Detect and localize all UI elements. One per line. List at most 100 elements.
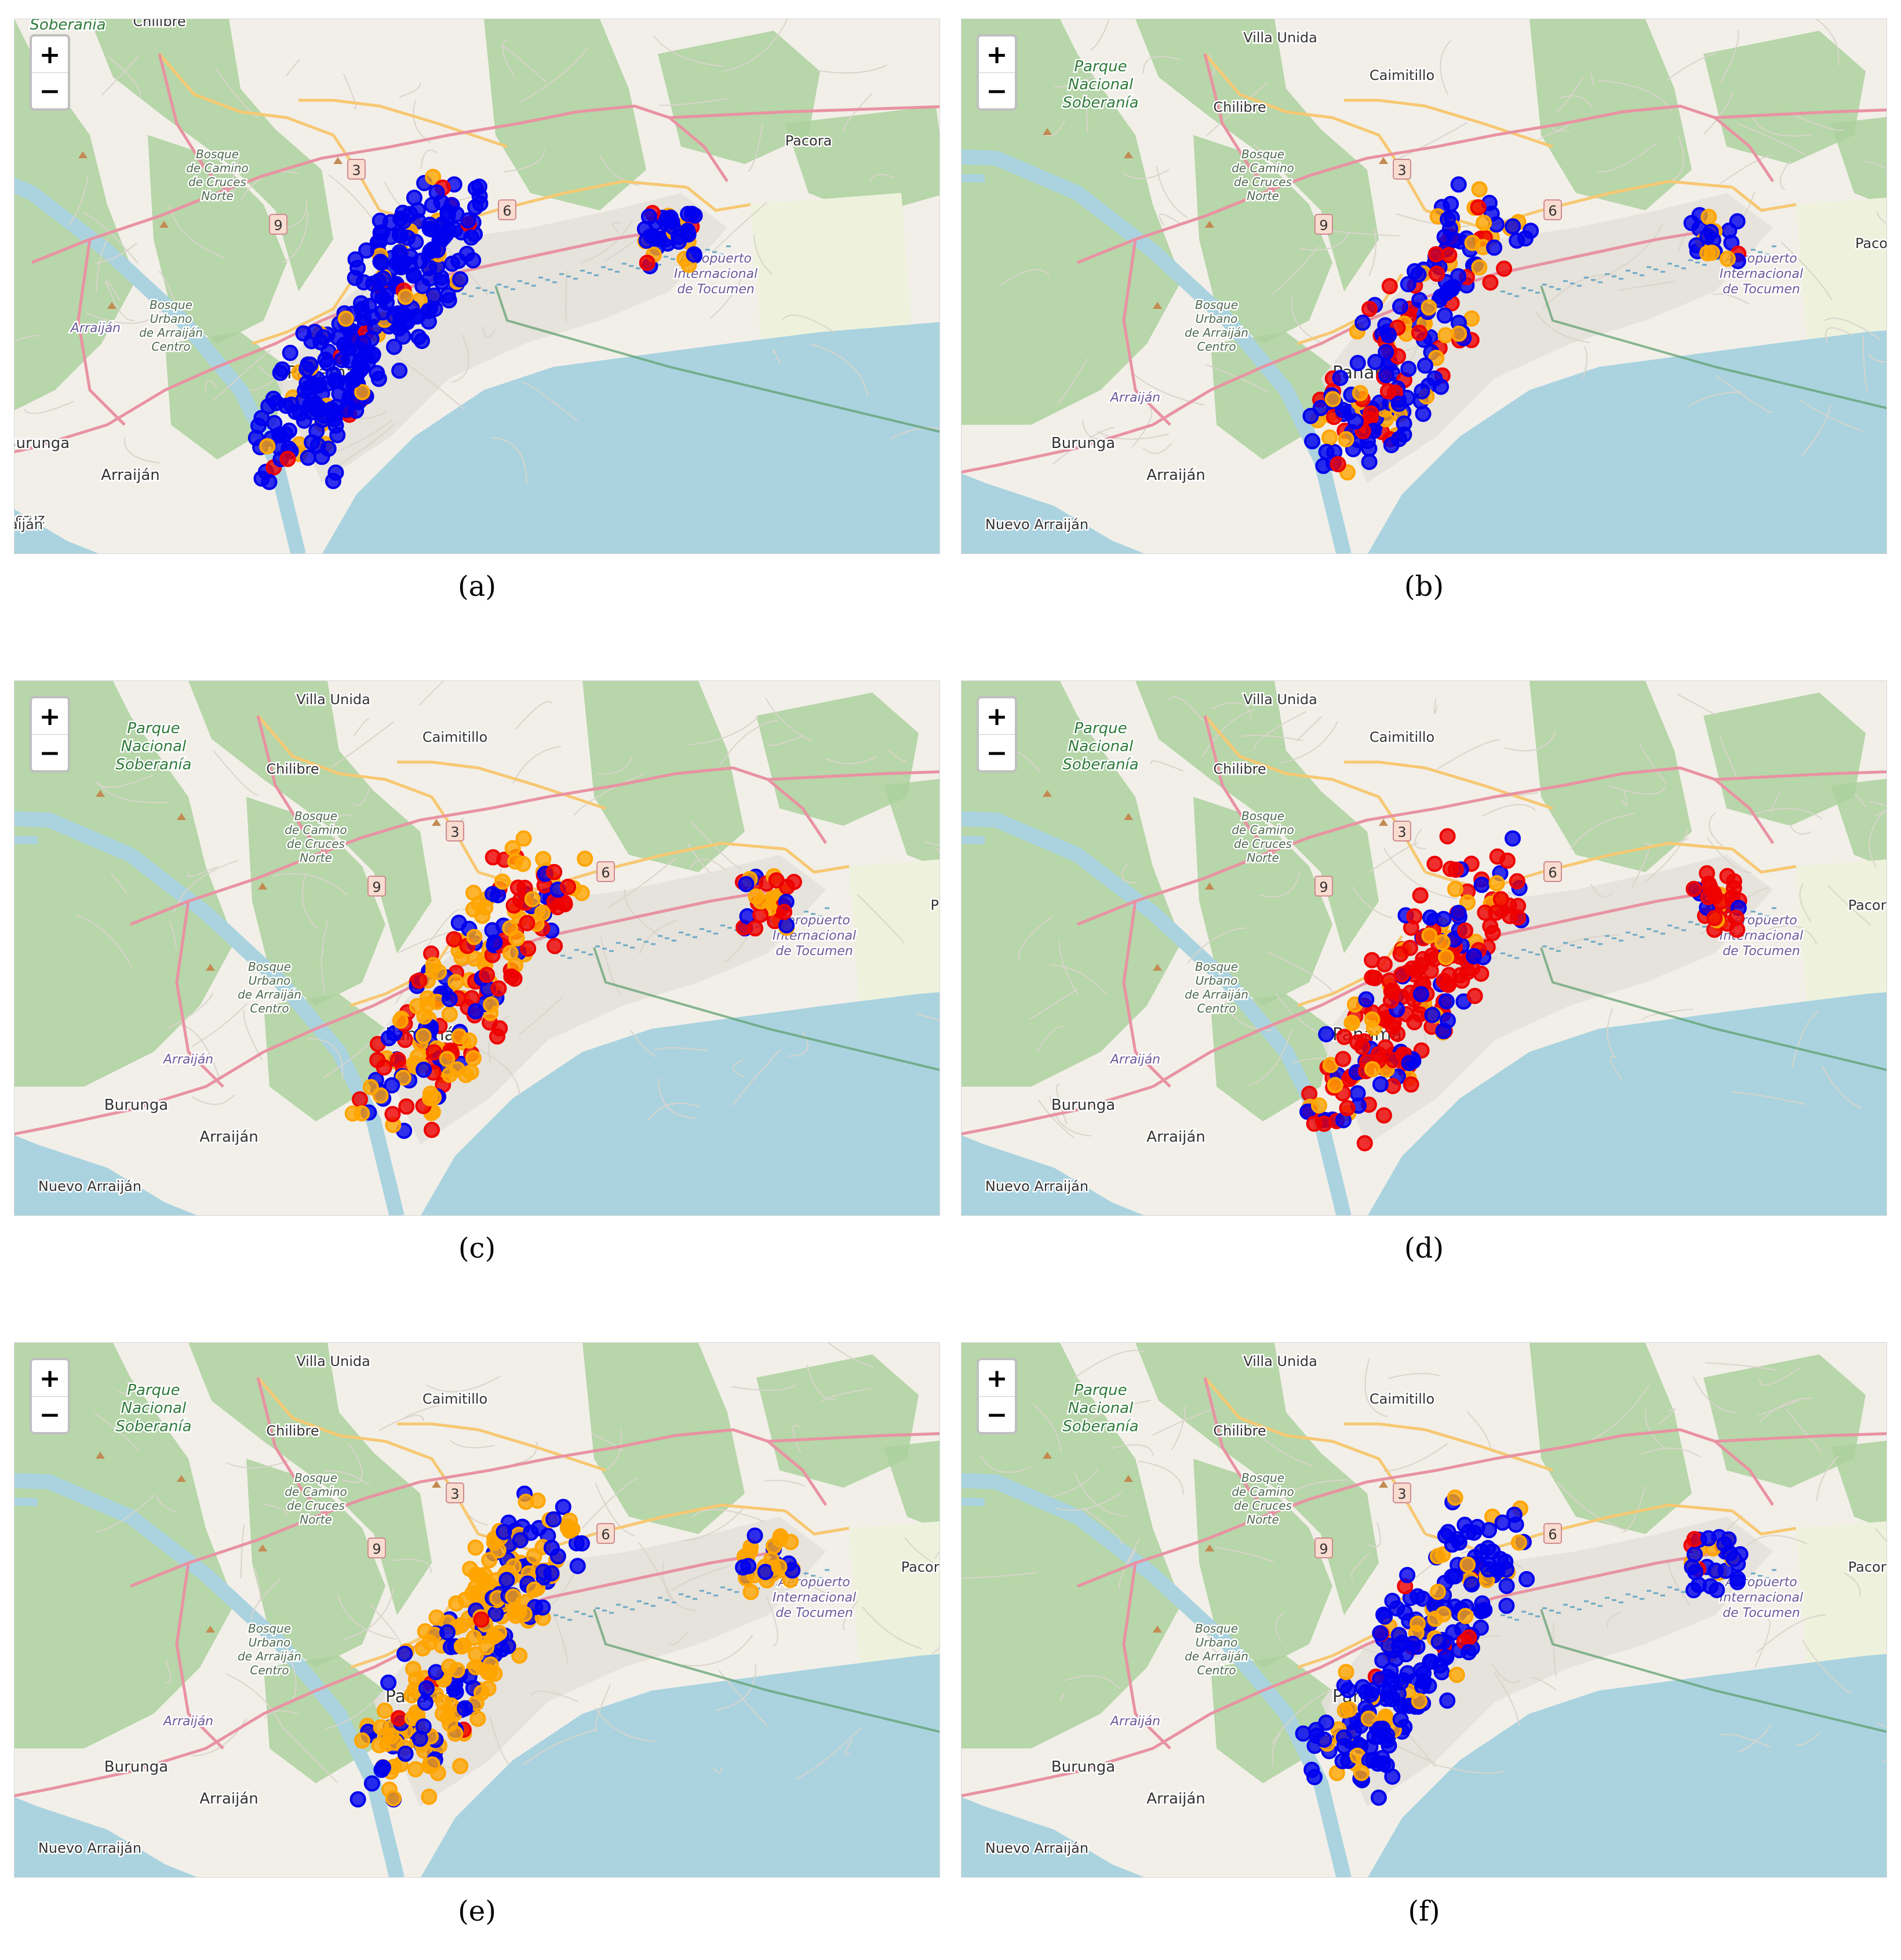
marker-blue[interactable] bbox=[1440, 1524, 1456, 1540]
marker-blue[interactable] bbox=[1390, 1637, 1407, 1654]
marker-blue[interactable] bbox=[428, 1664, 445, 1681]
marker-red[interactable] bbox=[1316, 1116, 1332, 1132]
marker-blue[interactable] bbox=[1374, 1720, 1391, 1737]
marker-red[interactable] bbox=[425, 1044, 442, 1061]
marker-orange[interactable] bbox=[1364, 1061, 1381, 1077]
marker-blue[interactable] bbox=[680, 226, 697, 243]
marker-red[interactable] bbox=[1385, 1018, 1401, 1035]
marker-orange[interactable] bbox=[1719, 250, 1736, 267]
marker-orange[interactable] bbox=[1353, 1765, 1370, 1782]
marker-orange[interactable] bbox=[771, 1558, 788, 1575]
marker-red[interactable] bbox=[1427, 246, 1444, 263]
marker-blue[interactable] bbox=[402, 206, 418, 223]
marker-red[interactable] bbox=[1706, 910, 1723, 926]
marker-orange[interactable] bbox=[424, 1756, 440, 1773]
marker-blue[interactable] bbox=[1505, 830, 1521, 847]
zoom-out-button[interactable]: − bbox=[39, 1400, 61, 1430]
marker-blue[interactable] bbox=[380, 1674, 397, 1691]
marker-red[interactable] bbox=[1492, 891, 1509, 908]
marker-blue[interactable] bbox=[1430, 1634, 1447, 1650]
marker-blue[interactable] bbox=[1354, 314, 1371, 331]
marker-red[interactable] bbox=[1411, 325, 1427, 341]
marker-blue[interactable] bbox=[1336, 1677, 1353, 1694]
marker-blue[interactable] bbox=[1335, 1729, 1352, 1746]
zoom-out-button[interactable]: − bbox=[39, 76, 61, 106]
marker-orange[interactable] bbox=[469, 1710, 486, 1727]
marker-blue[interactable] bbox=[1466, 948, 1483, 964]
marker-red[interactable] bbox=[1426, 855, 1443, 872]
marker-blue[interactable] bbox=[1473, 1603, 1490, 1620]
zoom-in-button[interactable]: + bbox=[979, 37, 1015, 73]
marker-red[interactable] bbox=[1403, 1076, 1419, 1093]
marker-orange[interactable] bbox=[562, 1513, 578, 1529]
marker-blue[interactable] bbox=[1295, 1725, 1312, 1742]
marker-blue[interactable] bbox=[274, 361, 290, 378]
marker-blue[interactable] bbox=[1415, 406, 1432, 422]
marker-orange[interactable] bbox=[490, 1542, 507, 1559]
marker-blue[interactable] bbox=[1721, 1545, 1738, 1561]
marker-blue[interactable] bbox=[738, 876, 755, 892]
marker-red[interactable] bbox=[384, 1106, 401, 1123]
marker-blue[interactable] bbox=[1335, 402, 1352, 418]
marker-orange[interactable] bbox=[441, 1658, 458, 1675]
marker-orange[interactable] bbox=[385, 1790, 402, 1806]
marker-orange[interactable] bbox=[465, 884, 482, 901]
marker-blue[interactable] bbox=[1374, 1750, 1390, 1766]
marker-red[interactable] bbox=[1367, 970, 1383, 986]
marker-blue[interactable] bbox=[1392, 1711, 1409, 1728]
marker-blue[interactable] bbox=[1688, 237, 1705, 254]
marker-blue[interactable] bbox=[1424, 1007, 1441, 1023]
marker-blue[interactable] bbox=[1306, 1769, 1323, 1786]
marker-red[interactable] bbox=[1406, 908, 1423, 925]
marker-orange[interactable] bbox=[515, 830, 532, 847]
marker-orange[interactable] bbox=[397, 289, 414, 305]
marker-red[interactable] bbox=[1361, 301, 1378, 318]
marker-orange[interactable] bbox=[425, 169, 442, 185]
marker-red[interactable] bbox=[1705, 884, 1722, 901]
marker-blue[interactable] bbox=[416, 1061, 432, 1078]
marker-red[interactable] bbox=[1482, 274, 1499, 291]
marker-orange[interactable] bbox=[494, 873, 511, 890]
marker-orange[interactable] bbox=[419, 996, 436, 1013]
marker-blue[interactable] bbox=[543, 1539, 560, 1556]
marker-orange[interactable] bbox=[1459, 894, 1476, 911]
marker-orange[interactable] bbox=[1338, 431, 1354, 447]
marker-blue[interactable] bbox=[1367, 354, 1384, 370]
marker-blue[interactable] bbox=[1382, 1662, 1399, 1679]
marker-red[interactable] bbox=[1404, 960, 1421, 977]
marker-red[interactable] bbox=[1336, 1029, 1353, 1045]
marker-orange[interactable] bbox=[483, 996, 500, 1013]
marker-blue[interactable] bbox=[349, 1791, 366, 1808]
marker-blue[interactable] bbox=[411, 1731, 428, 1747]
marker-red[interactable] bbox=[546, 864, 563, 880]
marker-blue[interactable] bbox=[1461, 1644, 1477, 1660]
marker-red[interactable] bbox=[411, 972, 428, 989]
marker-blue[interactable] bbox=[636, 221, 653, 238]
marker-orange[interactable] bbox=[471, 1568, 488, 1584]
marker-blue[interactable] bbox=[1729, 213, 1746, 229]
marker-orange[interactable] bbox=[1488, 875, 1505, 891]
marker-orange[interactable] bbox=[535, 851, 552, 868]
marker-blue[interactable] bbox=[472, 195, 489, 212]
marker-blue[interactable] bbox=[1486, 239, 1503, 256]
marker-orange[interactable] bbox=[1451, 325, 1467, 342]
marker-blue[interactable] bbox=[534, 1599, 551, 1616]
marker-blue[interactable] bbox=[1443, 196, 1459, 212]
marker-blue[interactable] bbox=[378, 287, 395, 304]
marker-blue[interactable] bbox=[1401, 1055, 1418, 1072]
marker-red[interactable] bbox=[1440, 977, 1457, 993]
marker-blue[interactable] bbox=[283, 396, 300, 413]
marker-blue[interactable] bbox=[545, 1511, 562, 1528]
marker-blue[interactable] bbox=[1378, 344, 1394, 360]
marker-orange[interactable] bbox=[534, 905, 551, 921]
marker-orange[interactable] bbox=[373, 1719, 389, 1736]
marker-orange[interactable] bbox=[577, 850, 593, 867]
marker-red[interactable] bbox=[464, 990, 480, 1007]
marker-orange[interactable] bbox=[1476, 214, 1492, 231]
marker-orange[interactable] bbox=[337, 310, 354, 327]
marker-orange[interactable] bbox=[448, 1595, 465, 1612]
marker-orange[interactable] bbox=[464, 1585, 481, 1602]
